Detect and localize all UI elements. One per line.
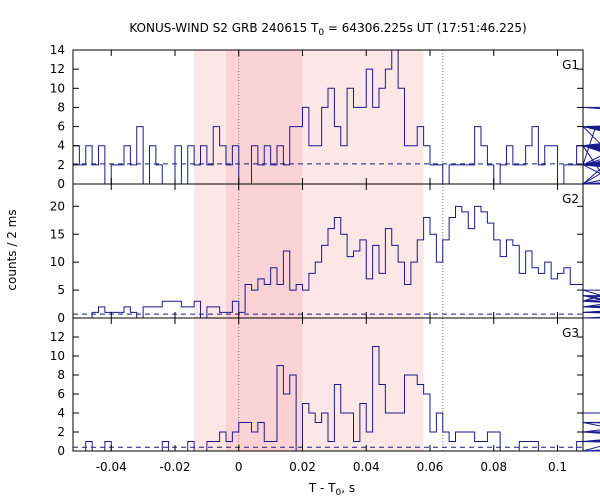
x-tick-label: 0.04 — [353, 460, 380, 474]
panel-frame — [72, 317, 584, 452]
x-tick-label: 0.06 — [417, 460, 444, 474]
title-subscript: 0 — [318, 28, 324, 38]
histogram-g2 — [73, 205, 600, 319]
y-tick-label: 0 — [57, 444, 65, 458]
panel-label-g3: G3 — [562, 326, 579, 340]
x-axis-label-rest: , s — [341, 481, 355, 495]
panel-g1: 0 2 4 6 8 10 12 14 G1 — [50, 43, 600, 191]
x-axis-label: T - T0, s — [308, 481, 355, 498]
y-tick-label: 14 — [50, 43, 65, 57]
y-axis-label: counts / 2 ms — [5, 209, 19, 290]
y-tick-label: 4 — [57, 139, 65, 153]
histogram-g3 — [73, 346, 600, 452]
y-tick-label: 12 — [50, 62, 65, 76]
y-tick-label: 0 — [57, 311, 65, 325]
y-tick-label: 5 — [57, 283, 65, 297]
y-tick-label: 4 — [57, 406, 65, 420]
panel-g2: 0 5 10 15 20 G2 — [50, 183, 600, 325]
panel-label-g2: G2 — [562, 192, 579, 206]
y-tick-label: 10 — [50, 255, 65, 269]
title-rest: = 64306.225s UT (17:51:46.225) — [324, 21, 527, 35]
y-tick-label: 10 — [50, 349, 65, 363]
svg-text:KONUS-WIND S2 GRB 240615 T0 =: KONUS-WIND S2 GRB 240615 T0 = 64306.225s… — [129, 21, 526, 38]
y-tick-label: 0 — [57, 177, 65, 191]
x-tick-label: -0.02 — [159, 460, 190, 474]
y-tick-label: 6 — [57, 387, 65, 401]
y-tick-label: 2 — [57, 158, 65, 172]
y-tick-label: 8 — [57, 368, 65, 382]
panels: 0 2 4 6 8 10 12 14 G1 0 5 10 15 20 G2 0 2 4 6 8 10 12 G3 — [50, 43, 600, 458]
y-tick-label: 10 — [50, 81, 65, 95]
x-axis-tick-labels: -0.04 -0.02 0 0.02 0.04 0.06 0.08 0.1 — [96, 460, 567, 474]
y-tick-label: 2 — [57, 425, 65, 439]
y-tick-label: 8 — [57, 100, 65, 114]
panel-g3: 0 2 4 6 8 10 12 G3 — [50, 317, 600, 458]
title-main: KONUS-WIND S2 GRB 240615 T — [129, 21, 319, 35]
y-tick-label: 20 — [50, 199, 65, 213]
x-tick-label: 0.1 — [548, 460, 567, 474]
x-tick-label: -0.04 — [96, 460, 127, 474]
histogram-g1 — [73, 49, 600, 185]
y-tick-label: 15 — [50, 227, 65, 241]
x-tick-label: 0 — [235, 460, 243, 474]
y-tick-label: 6 — [57, 120, 65, 134]
x-tick-label: 0.02 — [289, 460, 316, 474]
x-tick-label: 0.08 — [480, 460, 507, 474]
x-axis-label-subscript: 0 — [336, 488, 342, 498]
panel-label-g1: G1 — [562, 58, 579, 72]
y-tick-label: 12 — [50, 330, 65, 344]
chart-title: KONUS-WIND S2 GRB 240615 T0 = 64306.225s… — [129, 21, 526, 38]
shaded-region-2 — [226, 184, 303, 318]
x-axis-label-main: T - T — [308, 481, 336, 495]
